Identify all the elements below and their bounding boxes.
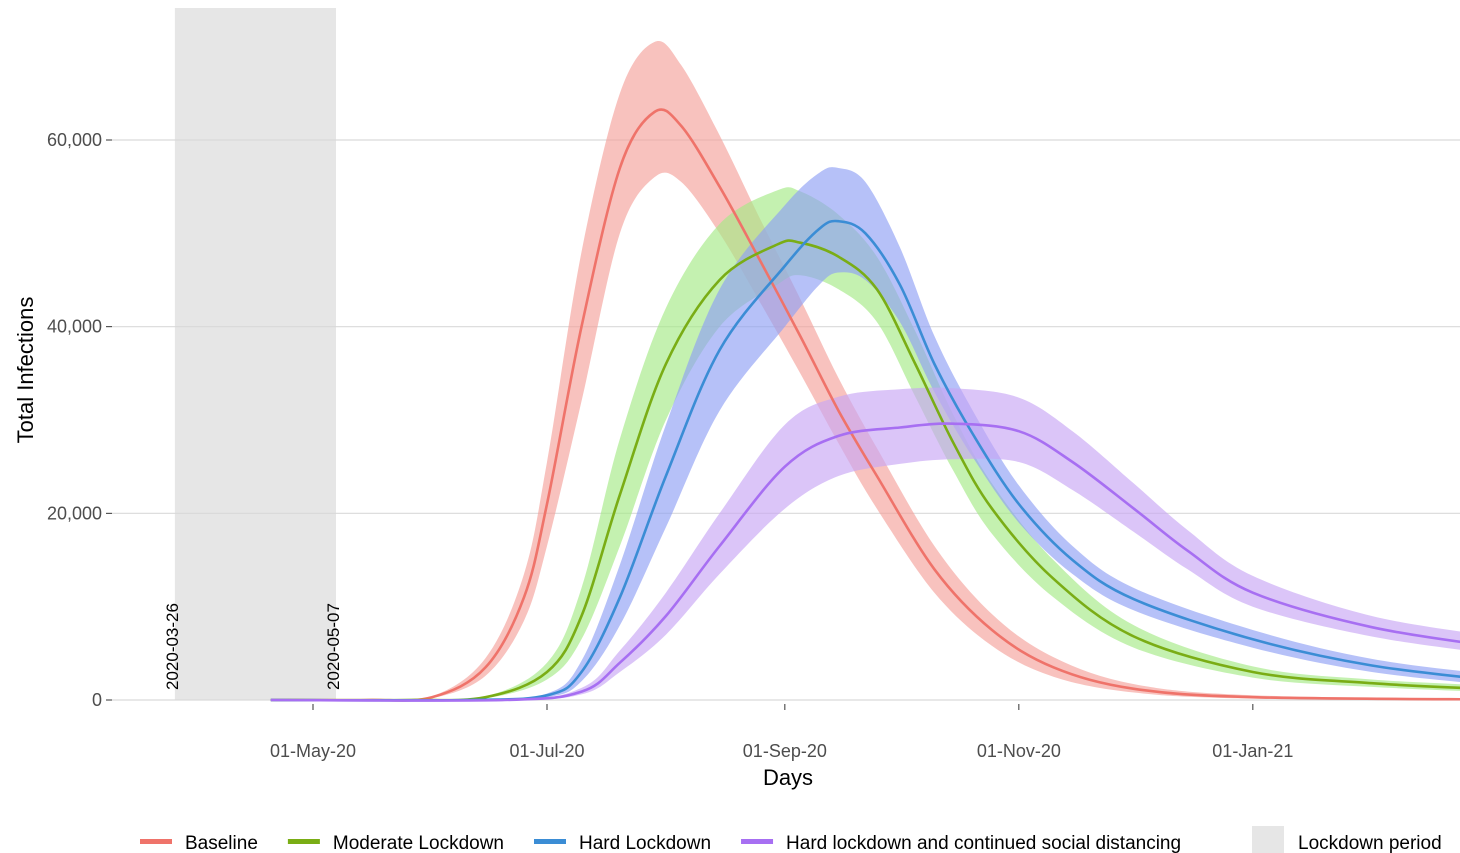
confidence-band (270, 167, 1460, 701)
x-tick-label: 01-Nov-20 (977, 741, 1061, 761)
legend-swatch (287, 839, 320, 844)
series-line (270, 108, 1460, 702)
legend: Baseline Moderate Lockdown Hard Lockdown Ha… (140, 826, 1442, 853)
legend-swatch (1252, 826, 1284, 853)
y-tick-label: 20,000 (47, 503, 102, 523)
y-tick-label: 60,000 (47, 130, 102, 150)
legend-label: Hard lockdown and continued social dista… (786, 833, 1181, 853)
y-tick-label: 40,000 (47, 317, 102, 337)
x-axis-title: Days (763, 765, 813, 790)
lockdown-layer (174, 8, 337, 700)
y-tick-label: 0 (92, 690, 102, 710)
x-tick-label: 01-Jul-20 (509, 741, 584, 761)
legend-label: Moderate Lockdown (333, 833, 504, 853)
confidence-band (270, 387, 1460, 701)
series-line (270, 239, 1460, 702)
series-line (270, 422, 1460, 702)
axes: 0 20,000 40,000 60,000 01-May-20 01-Jul-20 01-… (47, 130, 1293, 761)
x-tick-label: 01-Jan-21 (1212, 741, 1293, 761)
legend-label: Lockdown period (1298, 833, 1442, 853)
legend-swatch (140, 839, 172, 844)
y-axis-title: Total Infections (13, 297, 38, 444)
legend-label: Hard Lockdown (579, 833, 711, 853)
series-line (270, 219, 1460, 702)
legend-swatch (741, 839, 774, 844)
lockdown-end-label: 2020-05-07 (324, 603, 343, 690)
x-tick-label: 01-Sep-20 (743, 741, 827, 761)
lockdown-start-label: 2020-03-26 (163, 603, 182, 690)
lockdown-period-shade (174, 8, 337, 700)
legend-swatch (534, 839, 566, 844)
legend-label: Baseline (185, 833, 258, 853)
series-lines (270, 108, 1460, 702)
x-tick-label: 01-May-20 (270, 741, 356, 761)
confidence-bands (270, 41, 1460, 701)
confidence-band (270, 187, 1460, 701)
